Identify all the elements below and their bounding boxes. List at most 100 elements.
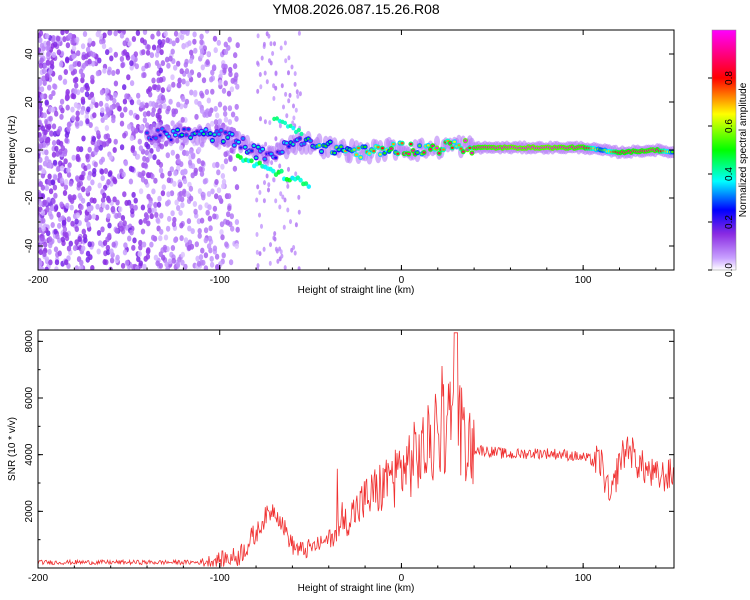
noise-speckle — [123, 160, 129, 167]
noise-speckle — [38, 249, 43, 256]
noise-speckle — [175, 37, 180, 44]
noise-speckle — [43, 241, 48, 248]
noise-speckle — [38, 37, 43, 44]
noise-speckle — [51, 140, 57, 146]
noise-speckle — [180, 116, 185, 123]
noise-speckle — [152, 154, 157, 161]
noise-speckle — [38, 243, 43, 250]
noise-speckle — [180, 259, 185, 266]
noise-speckle — [103, 168, 109, 174]
noise-speckle — [55, 233, 60, 240]
ridge-halo — [434, 135, 440, 148]
noise-speckle — [54, 259, 60, 266]
noise-speckle — [141, 170, 146, 177]
noise-speckle — [40, 93, 45, 100]
noise-speckle — [74, 82, 79, 89]
ridge-core — [302, 142, 306, 145]
noise-speckle — [197, 100, 202, 107]
noise-speckle — [199, 170, 205, 177]
noise-speckle — [209, 255, 214, 262]
noise-speckle — [170, 245, 176, 251]
snr-panel: -200 -100 0 100 2000 4000 6000 8000 Height of s… — [7, 329, 675, 594]
noise-speckle — [137, 171, 143, 178]
noise-speckle — [62, 150, 68, 157]
noise-speckle — [255, 249, 259, 255]
ridge-core — [145, 131, 149, 134]
noise-speckle — [183, 263, 188, 270]
noise-speckle — [95, 70, 101, 77]
noise-speckle — [213, 105, 218, 112]
noise-speckle — [124, 200, 129, 206]
noise-speckle — [173, 237, 178, 244]
ridge-core — [389, 147, 393, 150]
noise-speckle — [297, 194, 301, 200]
noise-speckle — [67, 162, 72, 169]
noise-speckle — [138, 244, 143, 251]
noise-speckle — [129, 229, 134, 236]
noise-speckle — [181, 43, 186, 50]
noise-speckle — [200, 160, 205, 167]
ridge-core — [383, 152, 387, 155]
noise-speckle — [153, 254, 159, 261]
noise-speckle — [164, 261, 169, 268]
noise-speckle — [96, 130, 101, 137]
ridge-core — [154, 136, 158, 140]
noise-speckle — [274, 246, 278, 252]
noise-speckle — [235, 226, 240, 233]
noise-speckle — [170, 74, 175, 81]
ridge-core — [359, 156, 363, 159]
noise-speckle — [187, 244, 192, 251]
noise-speckle — [157, 39, 162, 46]
ridge-core — [171, 130, 175, 133]
noise-speckle — [260, 223, 263, 229]
noise-speckle — [283, 197, 287, 203]
ridge-core — [241, 137, 245, 140]
noise-speckle — [41, 217, 46, 224]
noise-speckle — [155, 260, 160, 267]
noise-speckle — [38, 80, 41, 87]
noise-speckle — [49, 59, 55, 66]
noise-speckle — [135, 114, 140, 121]
noise-speckle — [271, 51, 275, 56]
noise-speckle — [281, 194, 285, 200]
noise-speckle — [213, 47, 218, 54]
ridge-core — [237, 140, 241, 144]
noise-speckle — [57, 250, 62, 257]
noise-speckle — [79, 259, 84, 266]
noise-speckle — [153, 177, 158, 184]
noise-speckle — [102, 259, 107, 265]
ridge-core — [448, 141, 452, 145]
noise-speckle — [263, 180, 266, 186]
ridge-core — [176, 128, 180, 132]
noise-speckle — [53, 228, 58, 235]
ridge-core — [339, 145, 343, 148]
noise-speckle — [141, 65, 146, 72]
noise-speckle — [68, 240, 74, 247]
noise-speckle — [51, 37, 56, 44]
noise-speckle — [225, 219, 230, 226]
noise-speckle — [188, 148, 194, 155]
ridge-core — [210, 139, 214, 142]
noise-speckle — [79, 86, 85, 93]
noise-speckle — [192, 31, 197, 38]
noise-speckle — [45, 206, 50, 213]
noise-speckle — [85, 187, 90, 194]
noise-speckle — [38, 136, 44, 143]
y-tick-label: 20 — [24, 96, 35, 108]
noise-speckle — [44, 256, 50, 263]
noise-speckle — [156, 77, 161, 84]
noise-speckle — [92, 112, 97, 119]
ridge-core — [180, 133, 184, 137]
noise-speckle — [111, 70, 116, 76]
noise-speckle — [204, 89, 210, 95]
noise-speckle — [38, 119, 42, 126]
noise-speckle — [55, 166, 61, 173]
noise-speckle — [91, 51, 96, 58]
noise-speckle — [42, 112, 47, 119]
noise-speckle — [112, 97, 117, 104]
noise-speckle — [106, 197, 112, 204]
ridge-branch — [303, 181, 309, 187]
noise-speckle — [171, 40, 176, 47]
noise-speckle — [171, 221, 177, 228]
noise-speckle — [74, 218, 79, 225]
